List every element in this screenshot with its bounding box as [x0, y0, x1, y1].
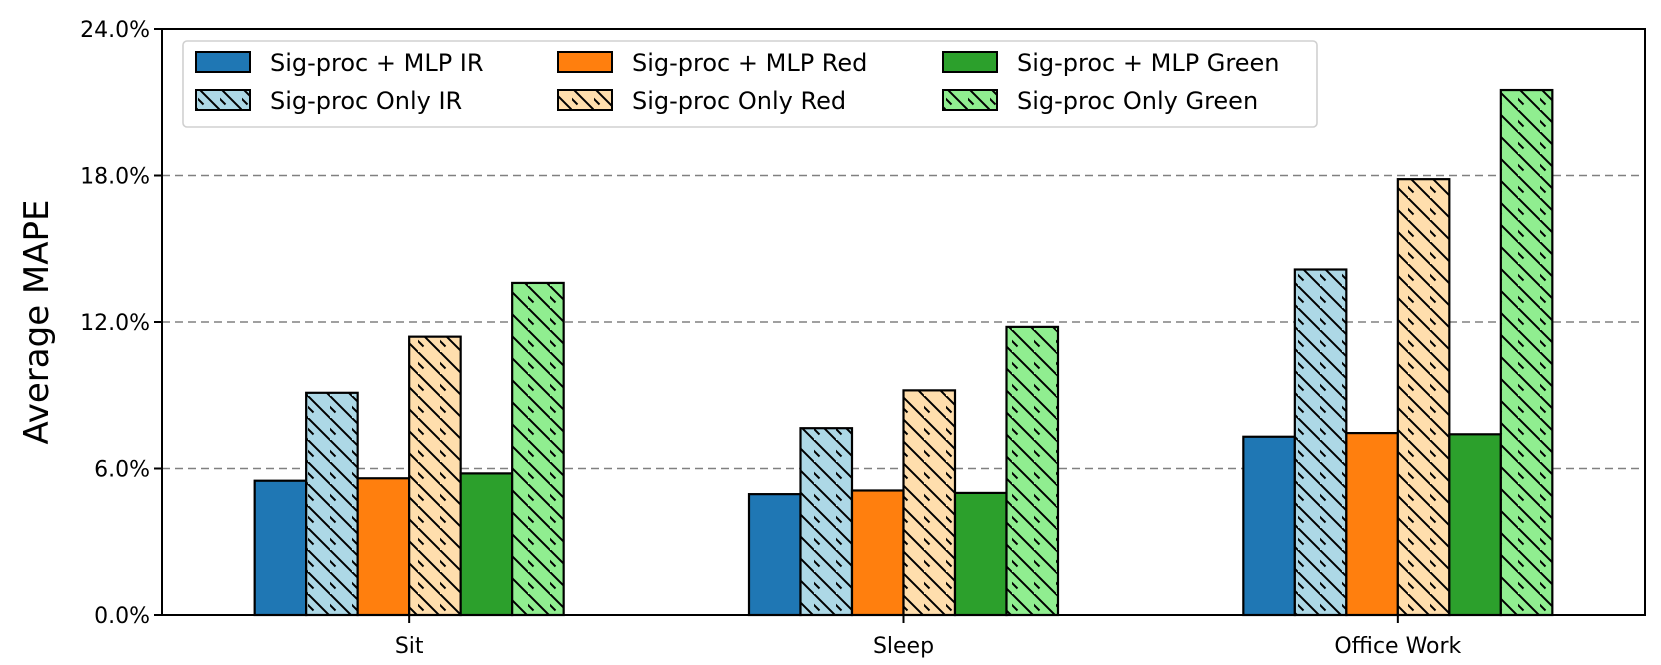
legend-swatch — [195, 51, 251, 73]
bar-fill — [1243, 436, 1295, 615]
bar-hatch — [1397, 179, 1450, 615]
legend-swatch-hatch — [943, 90, 997, 110]
bar-fill — [460, 473, 513, 615]
x-tick-label: Sleep — [873, 634, 934, 659]
y-tick-label: 6.0% — [94, 458, 150, 483]
bar-fill — [357, 478, 410, 615]
bar-fill — [852, 490, 904, 615]
legend-box — [182, 40, 1318, 128]
bar-fill — [254, 480, 307, 615]
bar-fill — [955, 492, 1007, 615]
bar-hatch — [409, 336, 461, 615]
legend-label: Sig-proc + MLP IR — [270, 49, 484, 77]
legend-swatch — [942, 89, 998, 111]
y-tick-label: 18.0% — [80, 165, 150, 190]
bar-hatch — [903, 390, 955, 615]
bar-fill — [749, 494, 801, 615]
bar-hatch — [306, 392, 358, 615]
bar-hatch — [1500, 90, 1553, 615]
legend-label: Sig-proc Only IR — [270, 87, 462, 115]
legend-swatch — [557, 51, 613, 73]
legend-swatch — [942, 51, 998, 73]
y-tick-label: 0.0% — [94, 604, 150, 629]
y-axis-label: Average MAPE — [17, 199, 57, 444]
bar-hatch — [1006, 326, 1058, 615]
bar-hatch — [512, 282, 564, 615]
legend-swatch-fill — [196, 52, 250, 72]
x-tick-label: Office Work — [1334, 634, 1461, 659]
legend-swatch-hatch — [196, 90, 250, 110]
legend-swatch — [557, 89, 613, 111]
legend-swatch-hatch — [558, 90, 612, 110]
legend-swatch — [195, 89, 251, 111]
legend-swatch-fill — [943, 52, 997, 72]
legend-swatch-fill — [558, 52, 612, 72]
y-tick-label: 12.0% — [80, 311, 150, 336]
y-tick-label: 24.0% — [80, 18, 150, 43]
legend-label: Sig-proc Only Red — [632, 87, 846, 115]
bar-fill — [1346, 433, 1398, 615]
bar-hatch — [800, 428, 852, 615]
legend-label: Sig-proc + MLP Red — [632, 49, 867, 77]
legend-label: Sig-proc Only Green — [1017, 87, 1258, 115]
x-tick-label: Sit — [395, 634, 424, 659]
bar-fill — [1449, 434, 1501, 615]
bar-hatch — [1294, 269, 1347, 615]
legend-label: Sig-proc + MLP Green — [1017, 49, 1279, 77]
